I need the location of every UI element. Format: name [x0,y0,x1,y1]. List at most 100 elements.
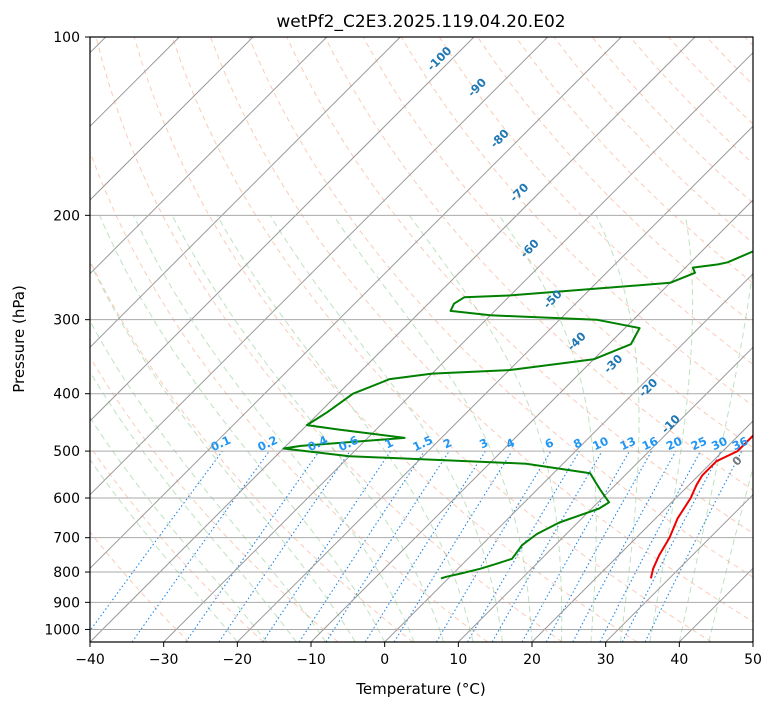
dry-adiabat-label: -80 [487,126,512,151]
mixing-ratio-line [131,450,270,642]
x-axis-label: Temperature (°C) [355,680,485,698]
moist-adiabat-line [408,215,563,642]
x-tick-label: 20 [523,652,541,668]
dry-adiabat-label: -100 [424,44,454,74]
dry-adiabat-label: -90 [465,75,490,100]
mixing-ratio-label: 20 [664,434,684,453]
dry-adiabat-line [90,531,190,642]
isotherm-line [90,37,696,642]
x-tick-label: −20 [223,652,253,668]
mixing-ratio-label: 13 [618,434,638,453]
moist-adiabat-line [171,215,445,642]
y-axis: 100 200 300 400 500 600 700 800 900 1000 [44,30,90,638]
isotherm-line [90,37,401,349]
mixing-ratio-label: 8 [571,435,584,451]
dry-adiabat-line [744,37,753,47]
dry-adiabat-line [668,37,753,125]
moist-adiabat-line [269,215,503,642]
moist-adiabat-line [332,215,533,642]
dewpoint-profile-line [282,250,753,580]
dry-adiabat-line [95,37,563,642]
dry-adiabat-line [171,37,712,642]
dry-adiabat-label: -10 [658,412,683,437]
mixing-ratio-line [393,450,513,642]
mixing-ratio-label: 16 [640,434,660,453]
x-tick-label: −10 [296,652,326,668]
y-axis-label: Pressure (hPa) [10,285,28,393]
y-tick-label: 100 [53,30,80,46]
x-tick-label: −40 [75,652,105,668]
mixing-ratio-line [545,450,653,642]
y-tick-label: 500 [53,444,80,460]
x-tick-label: 50 [744,652,762,668]
dry-adiabat-line [90,356,339,642]
moist-adiabat-line [708,465,753,642]
mixing-ratio-line [467,450,580,642]
dry-adiabat-line [90,445,264,642]
isotherm-line [531,420,753,642]
isotherm-line [90,37,475,422]
dry-adiabat-line [90,259,414,642]
moist-adiabat-line [595,215,640,642]
isotherm-line [90,37,622,570]
dry-adiabat-line [515,37,753,284]
isotherm-line [310,199,753,642]
plot-frame [89,36,754,643]
moist-adiabat-line [498,215,597,642]
dry-adiabat-label: 0 [729,453,745,469]
mixing-ratio-line [218,450,351,642]
temperature-profile-line [649,434,753,579]
mixing-ratio-label: 10 [590,434,610,453]
y-tick-label: 900 [53,595,80,611]
mixing-ratio-label: 36 [730,434,750,453]
moist-adiabat-line [649,215,694,642]
isotherm-line [90,37,549,496]
moist-adiabat-line [216,215,474,642]
mixing-ratio-label: 30 [709,434,729,453]
dry-adiabat-line [248,37,753,578]
moist-adiabat-line [99,215,386,642]
x-tick-label: −30 [149,652,179,668]
isotherm-line [457,346,753,642]
mixing-ratio-line [262,450,392,642]
grid-lines [90,37,753,630]
isotherm-line [605,493,753,642]
isotherm-line [678,567,753,642]
x-tick-label: 40 [670,652,688,668]
mixing-ratio-label: 25 [689,434,709,453]
moist-adiabat-line [90,261,356,642]
isotherm-line [384,272,753,642]
isotherm-line [90,37,254,201]
dry-adiabat-label: -70 [507,180,532,205]
isotherm-line [163,51,753,642]
y-tick-label: 400 [53,387,80,403]
moist-adiabat-line [90,320,327,642]
mixing-ratio-line [521,450,630,642]
isotherm-line [752,641,753,642]
isotherm-line [236,125,753,642]
dry-adiabat-label: -40 [564,329,589,354]
moist-adiabat-line [90,370,297,642]
dry-adiabat-label: -60 [517,236,542,261]
mixing-ratio-line [644,450,743,642]
mixing-ratio-line [298,450,425,642]
x-tick-label: 0 [380,652,389,668]
x-tick-label: 10 [449,652,467,668]
y-tick-label: 600 [53,491,80,507]
mixing-ratio-label: 6 [543,435,556,451]
mixing-ratio-line [325,450,450,642]
dry-adiabat-line [400,37,753,407]
dry-adiabat-line [133,37,638,642]
dry-adiabat-label: -20 [636,375,661,400]
x-tick-label: 30 [597,652,615,668]
dry-adiabat-line [591,37,753,204]
mixing-ratio-line [90,450,223,632]
moist-adiabat-line [90,458,238,642]
y-tick-label: 800 [53,565,80,581]
y-tick-label: 300 [53,313,80,329]
background-lines [90,37,753,642]
series-group [282,250,753,580]
mixing-ratio-line [599,450,701,642]
